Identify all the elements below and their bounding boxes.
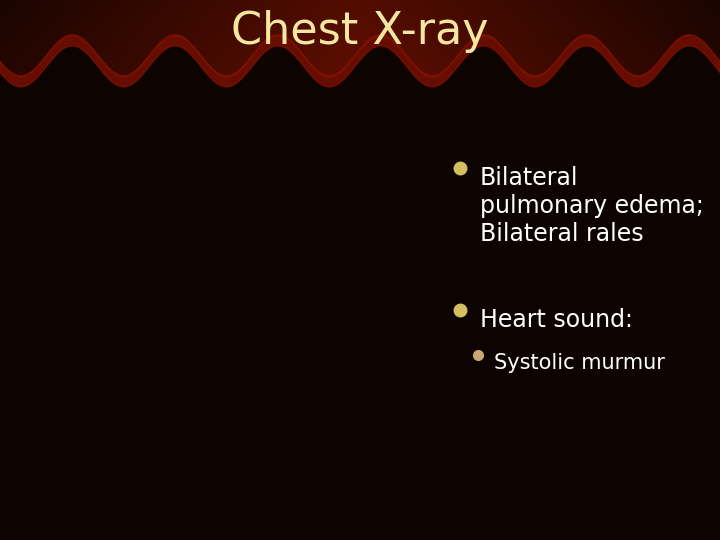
- Text: Bilateral: Bilateral: [480, 166, 578, 190]
- Text: 19: 19: [431, 452, 445, 462]
- Text: pulmonary edema;: pulmonary edema;: [480, 194, 703, 218]
- Text: Heart sound:: Heart sound:: [480, 308, 633, 332]
- Bar: [82, 92, 455, 470]
- Text: Systolic murmur: Systolic murmur: [494, 353, 665, 373]
- Text: Bilateral rales: Bilateral rales: [480, 222, 644, 246]
- Text: Chest X-ray: Chest X-ray: [231, 10, 489, 53]
